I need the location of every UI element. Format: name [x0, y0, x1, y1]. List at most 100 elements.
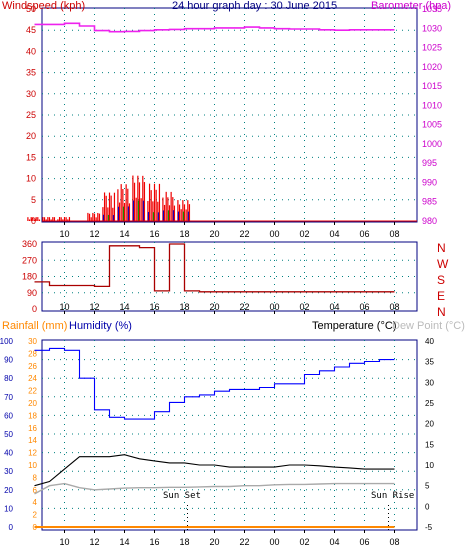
direction-line: [34, 243, 395, 293]
windspeed-tick-label: 30: [26, 89, 36, 99]
x-tick-label: 02: [299, 229, 309, 239]
windspeed-tick-label: 35: [26, 68, 36, 78]
windspeed-tick-label: 15: [26, 152, 36, 162]
x-tick-label: 00: [269, 302, 279, 312]
rainfall-axis-title: Rainfall (mm): [2, 320, 68, 332]
x-tick-label: 16: [149, 302, 159, 312]
temperature-tick-label: 10: [425, 461, 434, 470]
rainfall-tick-label: 22: [28, 387, 37, 396]
x-tick-label: 04: [329, 537, 339, 547]
x-tick-label: 02: [299, 537, 309, 547]
barometer-tick-label: 1015: [422, 81, 442, 91]
x-tick-label: 10: [59, 229, 69, 239]
barometer-tick-label: 995: [422, 158, 437, 168]
direction-tick-label: 180: [22, 272, 37, 282]
humidity-tick-label: 60: [4, 411, 13, 420]
barometer-line: [34, 22, 395, 33]
temperature-tick-label: -5: [425, 523, 433, 532]
humidity-tick-label: 100: [0, 337, 14, 346]
barometer-tick-label: 1030: [422, 23, 442, 33]
barometer-tick-label: 985: [422, 197, 437, 207]
barometer-tick-label: 1010: [422, 100, 442, 110]
windspeed-barometer-panel: 0510152025303540455098098599099510001005…: [26, 4, 442, 239]
barometer-tick-label: 1035: [422, 4, 442, 14]
compass-label: N: [437, 305, 446, 319]
dewpoint-axis-title: Dew Point (°C): [392, 320, 465, 332]
x-tick-label: 22: [239, 302, 249, 312]
x-tick-label: 00: [269, 537, 279, 547]
x-tick-label: 18: [179, 302, 189, 312]
x-tick-label: 14: [119, 229, 129, 239]
compass-label: W: [437, 257, 449, 271]
windspeed-tick-label: 25: [26, 110, 36, 120]
humidity-plot-frame: [41, 339, 418, 531]
barometer-tick-label: 1025: [422, 43, 442, 53]
humidity-tick-label: 20: [4, 486, 13, 495]
barometer-tick-label: 1005: [422, 120, 442, 130]
rainfall-tick-label: 14: [28, 436, 37, 445]
temperature-tick-label: 5: [425, 482, 430, 491]
rainfall-tick-label: 10: [28, 461, 37, 470]
x-tick-label: 20: [209, 302, 219, 312]
windspeed-axis-title: Windspeed (kph): [2, 0, 86, 12]
x-tick-label: 08: [389, 537, 399, 547]
rainfall-tick-label: 24: [28, 374, 37, 383]
x-tick-label: 04: [329, 229, 339, 239]
compass-label: E: [437, 289, 445, 303]
rainfall-tick-label: 8: [33, 473, 38, 482]
temperature-tick-label: 25: [425, 399, 434, 408]
windspeed-tick-label: 20: [26, 131, 36, 141]
humidity-tick-label: 40: [4, 449, 13, 458]
x-tick-label: 06: [359, 229, 369, 239]
temperature-tick-label: 0: [425, 502, 430, 511]
humidity-tick-label: 0: [9, 523, 14, 532]
humidity-tick-label: 90: [4, 356, 13, 365]
x-tick-label: 18: [179, 537, 189, 547]
x-tick-label: 12: [89, 537, 99, 547]
x-tick-label: 08: [389, 302, 399, 312]
barometer-axis-title: Barometer (hpa): [371, 0, 452, 12]
humidity-axis-title: Humidity (%): [69, 320, 132, 332]
x-tick-label: 08: [389, 229, 399, 239]
humidity-temperature-panel: 0102030405060708090100024681012141618202…: [0, 337, 434, 547]
x-tick-label: 16: [149, 537, 159, 547]
graph-title: 24 hour graph day : 30 June 2015: [172, 0, 338, 12]
windspeed-tick-label: 50: [26, 4, 36, 14]
dewpoint-line: [34, 482, 395, 495]
direction-tick-label: 360: [22, 239, 37, 249]
humidity-tick-label: 70: [4, 393, 13, 402]
x-tick-label: 20: [209, 537, 219, 547]
barometer-tick-label: 1000: [422, 139, 442, 149]
windspeed-tick-label: 10: [26, 174, 36, 184]
temperature-axis-title: Temperature (°C): [312, 320, 397, 332]
temperature-line: [34, 454, 395, 487]
temperature-tick-label: 30: [425, 378, 434, 387]
x-tick-label: 10: [59, 537, 69, 547]
direction-tick-label: 0: [32, 304, 37, 314]
rainfall-tick-label: 20: [28, 399, 37, 408]
humidity-tick-label: 80: [4, 374, 13, 383]
rainfall-tick-label: 2: [33, 511, 38, 520]
rainfall-tick-label: 30: [28, 337, 37, 346]
rainfall-tick-label: 4: [33, 498, 38, 507]
windspeed-tick-label: 40: [26, 46, 36, 56]
rainfall-tick-label: 18: [28, 411, 37, 420]
temperature-tick-label: 20: [425, 420, 434, 429]
humidity-line: [34, 347, 395, 420]
compass-label: S: [437, 273, 445, 287]
compass-label: N: [437, 241, 446, 255]
rainfall-tick-label: 6: [33, 486, 38, 495]
direction-tick-label: 90: [27, 288, 37, 298]
direction-tick-label: 270: [22, 255, 37, 265]
x-tick-label: 06: [359, 302, 369, 312]
windspeed-tick-label: 45: [26, 25, 36, 35]
barometer-tick-label: 980: [422, 216, 437, 226]
sunset-annotation: Sun Set: [163, 491, 201, 501]
temperature-tick-label: 15: [425, 440, 434, 449]
humidity-tick-label: 10: [4, 504, 13, 513]
rainfall-tick-label: 28: [28, 349, 37, 358]
sunrise-annotation: Sun Rise: [371, 491, 415, 501]
rainfall-tick-label: 26: [28, 362, 37, 371]
